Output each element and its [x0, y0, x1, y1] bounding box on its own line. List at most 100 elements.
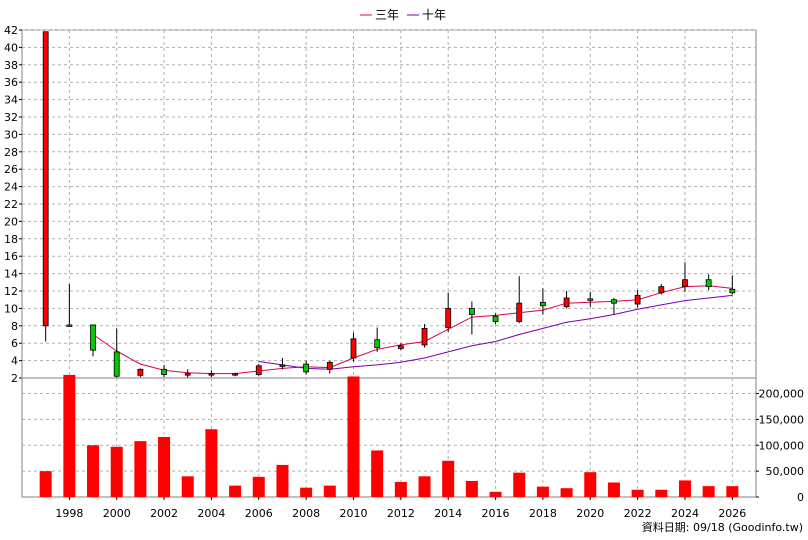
volume-panel: 0 50,000 100,000 150,000 200,000 [21, 374, 804, 504]
volume-y-axis: 0 50,000 100,000 150,000 200,000 [756, 388, 804, 504]
candle-body [184, 373, 191, 376]
x-tick-label: 2000 [103, 507, 131, 520]
volume-bar [63, 374, 76, 497]
price-tick-label: 24 [4, 181, 18, 194]
candle-body [445, 307, 452, 328]
x-tick-label: 2010 [339, 507, 367, 520]
volume-bar [300, 487, 313, 497]
candle-body [705, 279, 712, 288]
volume-bar [513, 472, 526, 497]
volume-bar [607, 482, 620, 497]
volume-bar [489, 491, 502, 497]
volume-bar [465, 480, 478, 497]
ma-3yr-line [92, 285, 733, 375]
candle-body [421, 328, 428, 346]
price-gridlines [22, 29, 756, 378]
volume-bar [678, 480, 691, 497]
volume-bar [158, 436, 171, 497]
candle-body [208, 373, 215, 376]
volume-bar [394, 481, 407, 497]
legend-label-10yr: 十年 [422, 8, 446, 22]
volume-bar [442, 460, 455, 497]
volume-bar [631, 489, 644, 497]
candle-body [468, 307, 475, 315]
price-tick-label: 16 [4, 250, 18, 263]
volume-bar [560, 488, 573, 497]
volume-bar [134, 441, 147, 497]
volume-bar [252, 476, 265, 497]
x-tick-label: 1998 [55, 507, 83, 520]
candle-body [90, 324, 96, 351]
candle-body [611, 299, 617, 304]
candle-body [658, 286, 665, 294]
volume-tick-label: 150,000 [759, 413, 805, 426]
candle-body [42, 31, 49, 327]
volume-tick-label: 200,000 [759, 388, 805, 401]
x-tick-label: 2004 [197, 507, 225, 520]
candle-body [303, 363, 310, 373]
volume-bar [110, 446, 123, 497]
source-footer: 資料日期: 09/18 (Goodinfo.tw) [642, 520, 803, 534]
candle-body [540, 301, 546, 307]
legend-label-3yr: 三年 [375, 8, 399, 22]
volume-bar [181, 476, 194, 497]
price-tick-label: 36 [4, 76, 18, 89]
volume-tick-label: 50,000 [766, 465, 805, 478]
volume-bar [371, 450, 384, 497]
x-tick-label: 2024 [671, 507, 699, 520]
volume-bars [39, 374, 739, 497]
candle-body [516, 302, 523, 322]
volume-tick-label: 100,000 [759, 439, 805, 452]
volume-bar [418, 476, 431, 497]
volume-bar [726, 486, 739, 497]
price-tick-label: 34 [4, 94, 18, 107]
x-tick-label: 2006 [245, 507, 273, 520]
x-axis: 1998 2000 2002 2004 2006 2008 2010 2012 2014 2016… [55, 497, 746, 520]
x-tick-label: 2014 [434, 507, 462, 520]
x-tick-label: 2026 [718, 507, 746, 520]
price-tick-label: 18 [4, 233, 18, 246]
legend: 三年 十年 [360, 8, 446, 22]
volume-bar [347, 376, 360, 497]
candle-body [113, 351, 120, 377]
volume-bar [229, 485, 242, 497]
price-tick-label: 2 [11, 372, 18, 385]
x-tick-label: 2002 [150, 507, 178, 520]
candle-body [137, 368, 144, 376]
volume-bar [276, 464, 289, 497]
candle-body [279, 364, 286, 367]
price-tick-label: 30 [4, 128, 18, 141]
candle-body [232, 373, 238, 376]
x-tick-label: 2012 [387, 507, 415, 520]
candlesticks [42, 31, 736, 378]
price-tick-label: 22 [4, 198, 18, 211]
volume-bar [702, 486, 715, 497]
candle-body [682, 279, 688, 288]
price-tick-label: 6 [11, 337, 18, 350]
price-tick-label: 28 [4, 146, 18, 159]
candle-body [397, 345, 404, 349]
price-tick-label: 4 [11, 355, 18, 368]
price-tick-label: 20 [4, 215, 18, 228]
candle-body [587, 298, 594, 301]
moving-average-lines [92, 285, 733, 375]
price-tick-label: 8 [11, 320, 18, 333]
x-tick-label: 2020 [576, 507, 604, 520]
volume-plot-area [21, 377, 757, 498]
candle-body [326, 361, 333, 370]
volume-bar [205, 429, 218, 497]
volume-bar [536, 486, 549, 497]
volume-bar [655, 489, 668, 497]
price-tick-label: 12 [4, 285, 18, 298]
x-tick-label: 2016 [482, 507, 510, 520]
x-tick-label: 2022 [624, 507, 652, 520]
x-tick-label: 2008 [292, 507, 320, 520]
volume-bar [323, 485, 336, 497]
price-tick-label: 38 [4, 59, 18, 72]
price-tick-label: 14 [4, 268, 18, 281]
volume-bar [39, 471, 52, 497]
candle-body [374, 339, 381, 348]
